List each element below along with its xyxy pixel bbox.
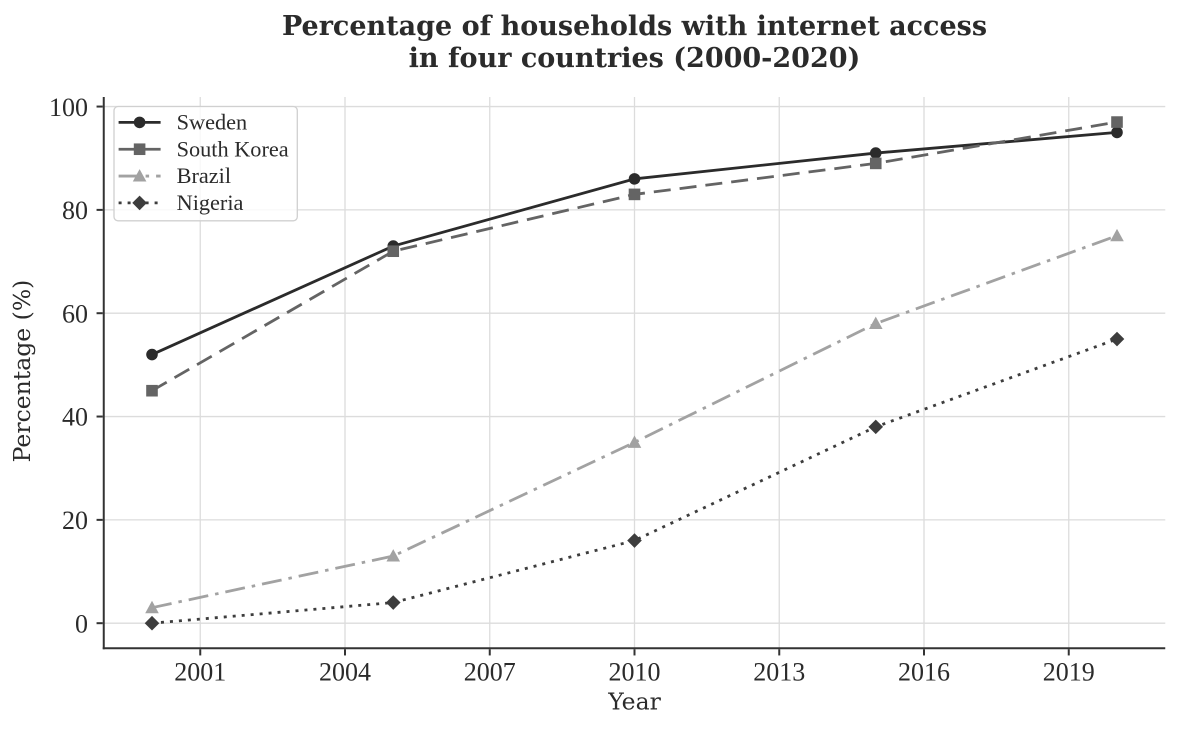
legend-label-brazil: Brazil <box>177 163 231 188</box>
marker-triangle-brazil <box>1110 228 1124 242</box>
y-axis-label: Percentage (%) <box>8 280 36 463</box>
x-axis-label: Year <box>607 688 661 716</box>
y-tick-label: 100 <box>49 93 88 122</box>
y-tick-label: 20 <box>62 506 88 535</box>
marker-diamond-nigeria <box>627 533 642 548</box>
series-line-brazil <box>151 234 1118 610</box>
legend-sample-marker <box>132 195 147 211</box>
marker-triangle-brazil <box>627 435 642 448</box>
marker-square-south-korea <box>628 188 641 201</box>
marker-diamond-nigeria <box>1109 331 1125 347</box>
chart-title-line2: in four countries (2000-2020) <box>409 43 861 74</box>
y-tick-label: 80 <box>62 196 88 225</box>
marker-diamond-nigeria <box>144 615 160 631</box>
marker-circle-sweden <box>146 348 158 361</box>
marker-circle-sweden <box>869 147 882 159</box>
x-tick-label: 2007 <box>464 657 516 686</box>
x-tick-label: 2001 <box>174 657 226 686</box>
marker-square-south-korea <box>869 157 882 170</box>
legend-label-sweden: Sweden <box>177 110 248 135</box>
marker-square-south-korea <box>387 245 400 258</box>
legend-sample-marker <box>132 169 147 182</box>
marker-triangle-brazil <box>868 316 883 330</box>
x-tick-label: 2013 <box>753 657 805 686</box>
marker-triangle-brazil <box>386 549 401 562</box>
chart-title-line1: Percentage of households with internet a… <box>282 11 987 42</box>
marker-square-south-korea <box>1111 116 1123 128</box>
legend-label-nigeria: Nigeria <box>177 190 244 215</box>
marker-circle-sweden <box>1111 126 1123 139</box>
x-tick-label: 2004 <box>319 657 371 686</box>
y-tick-label: 40 <box>62 403 88 432</box>
x-tick-label: 2010 <box>609 657 661 686</box>
marker-circle-sweden <box>628 173 641 185</box>
x-tick-label: 2019 <box>1043 657 1095 686</box>
marker-diamond-nigeria <box>385 595 401 610</box>
legend-sample-marker <box>133 143 146 156</box>
x-tick-label: 2016 <box>898 657 950 686</box>
y-tick-label: 0 <box>75 609 88 638</box>
legend-sample-marker <box>133 116 146 129</box>
marker-square-south-korea <box>146 384 158 397</box>
legend-box <box>113 105 298 222</box>
marker-triangle-brazil <box>145 600 159 614</box>
marker-diamond-nigeria <box>868 419 884 435</box>
legend-label-south-korea: South Korea <box>177 136 289 161</box>
y-tick-label: 60 <box>62 299 88 328</box>
